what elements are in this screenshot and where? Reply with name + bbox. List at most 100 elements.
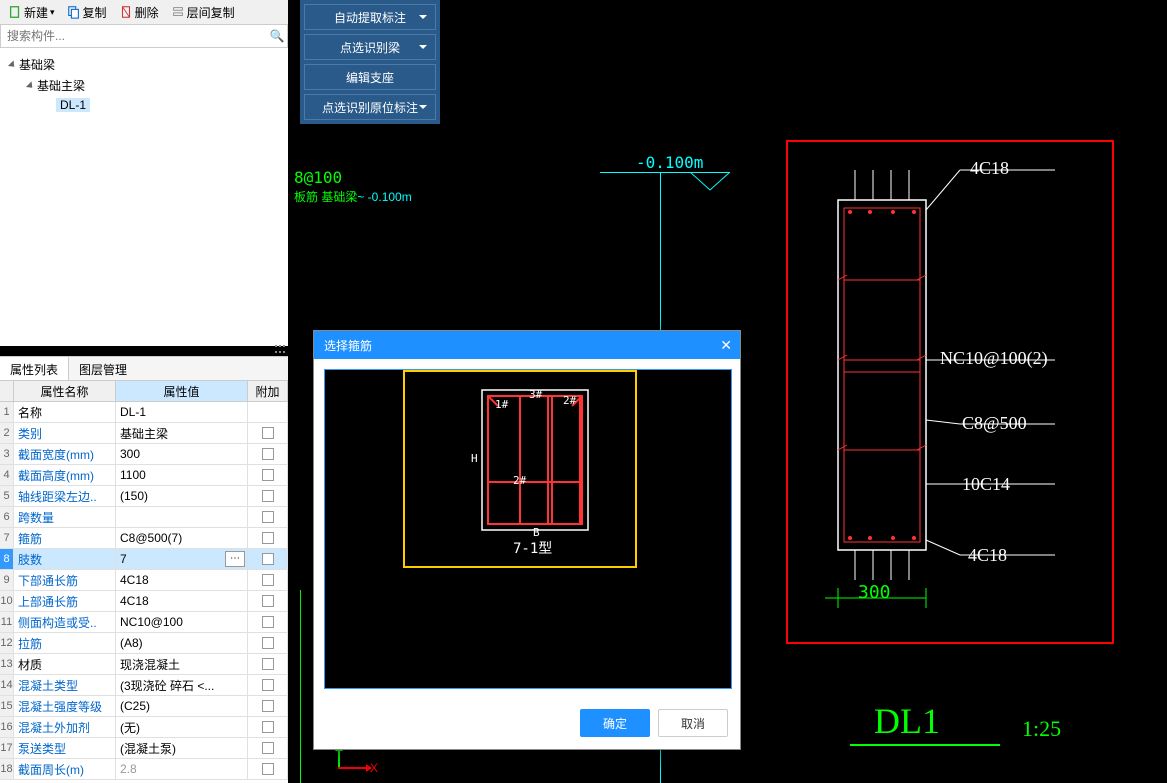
property-value[interactable]: 7⋯ — [116, 549, 248, 569]
property-row[interactable]: 2类别基础主梁 — [0, 423, 288, 444]
checkbox-icon[interactable] — [262, 532, 274, 544]
search-icon[interactable]: 🔍 — [267, 29, 287, 43]
property-add[interactable] — [248, 759, 288, 779]
property-row[interactable]: 10上部通长筋4C18 — [0, 591, 288, 612]
property-row[interactable]: 3截面宽度(mm)300 — [0, 444, 288, 465]
checkbox-icon[interactable] — [262, 700, 274, 712]
dropdown-edit-support[interactable]: 编辑支座 — [304, 64, 436, 90]
property-value[interactable]: 基础主梁 — [116, 423, 248, 443]
property-row[interactable]: 4截面高度(mm)1100 — [0, 465, 288, 486]
ok-button[interactable]: 确定 — [580, 709, 650, 737]
checkbox-icon[interactable] — [262, 595, 274, 607]
property-value[interactable]: (3现浇砼 碎石 <... — [116, 675, 248, 695]
property-add[interactable] — [248, 486, 288, 506]
property-add[interactable] — [248, 402, 288, 422]
property-add[interactable] — [248, 654, 288, 674]
property-row[interactable]: 16混凝土外加剂(无) — [0, 717, 288, 738]
row-number: 6 — [0, 507, 14, 527]
tab-layers[interactable]: 图层管理 — [69, 357, 137, 380]
property-add[interactable] — [248, 528, 288, 548]
property-add[interactable] — [248, 423, 288, 443]
checkbox-icon[interactable] — [262, 574, 274, 586]
dialog-title-bar[interactable]: 选择箍筋 ✕ — [314, 331, 740, 359]
checkbox-icon[interactable] — [262, 721, 274, 733]
property-row[interactable]: 12拉筋(A8) — [0, 633, 288, 654]
search-input[interactable] — [1, 29, 267, 43]
dialog-preview: 1# 3# 2# 2# H B 7-1型 — [324, 369, 732, 689]
row-number: 2 — [0, 423, 14, 443]
property-row[interactable]: 13材质现浇混凝土 — [0, 654, 288, 675]
property-value[interactable]: 2.8 — [116, 759, 248, 779]
property-row[interactable]: 18截面周长(m)2.8 — [0, 759, 288, 780]
property-value[interactable]: (A8) — [116, 633, 248, 653]
property-row[interactable]: 6跨数量 — [0, 507, 288, 528]
property-add[interactable] — [248, 465, 288, 485]
ellipsis-button[interactable]: ⋯ — [225, 551, 245, 567]
property-add[interactable] — [248, 717, 288, 737]
copy-label: 复制 — [83, 4, 107, 21]
property-add[interactable] — [248, 633, 288, 653]
property-row[interactable]: 9下部通长筋4C18 — [0, 570, 288, 591]
row-number: 14 — [0, 675, 14, 695]
checkbox-icon[interactable] — [262, 742, 274, 754]
property-add[interactable] — [248, 507, 288, 527]
tree-node-root[interactable]: 基础梁 — [0, 54, 288, 75]
property-add[interactable] — [248, 549, 288, 569]
checkbox-icon[interactable] — [262, 763, 274, 775]
new-button[interactable]: 新建▾ — [4, 2, 59, 23]
tab-properties[interactable]: 属性列表 — [0, 357, 69, 380]
property-value[interactable]: 4C18 — [116, 591, 248, 611]
tree-node-category[interactable]: 基础主梁 — [0, 75, 288, 96]
cancel-button[interactable]: 取消 — [658, 709, 728, 737]
dropdown-auto-extract[interactable]: 自动提取标注 — [304, 4, 436, 30]
checkbox-icon[interactable] — [262, 553, 274, 565]
checkbox-icon[interactable] — [262, 427, 274, 439]
checkbox-icon[interactable] — [262, 469, 274, 481]
property-add[interactable] — [248, 696, 288, 716]
property-value[interactable]: C8@500(7) — [116, 528, 248, 548]
drag-handle[interactable] — [274, 344, 286, 356]
property-row[interactable]: 8肢数7⋯ — [0, 549, 288, 570]
property-add[interactable] — [248, 612, 288, 632]
property-add[interactable] — [248, 444, 288, 464]
dropdown-click-annotation[interactable]: 点选识别原位标注 — [304, 94, 436, 120]
tree-node-item[interactable]: DL-1 — [0, 96, 288, 114]
property-value[interactable]: 现浇混凝土 — [116, 654, 248, 674]
property-row[interactable]: 11侧面构造或受..NC10@100 — [0, 612, 288, 633]
property-row[interactable]: 7箍筋C8@500(7) — [0, 528, 288, 549]
property-value[interactable]: (150) — [116, 486, 248, 506]
row-number: 3 — [0, 444, 14, 464]
property-value[interactable]: 4C18 — [116, 570, 248, 590]
property-value[interactable]: 1100 — [116, 465, 248, 485]
property-row[interactable]: 17泵送类型(混凝土泵) — [0, 738, 288, 759]
property-name: 拉筋 — [14, 633, 116, 653]
header-value[interactable]: 属性值 — [116, 381, 248, 401]
property-add[interactable] — [248, 591, 288, 611]
property-row[interactable]: 1名称DL-1 — [0, 402, 288, 423]
property-add[interactable] — [248, 570, 288, 590]
property-value[interactable] — [116, 507, 248, 527]
layer-copy-button[interactable]: 层间复制 — [167, 2, 239, 23]
checkbox-icon[interactable] — [262, 448, 274, 460]
close-icon[interactable]: ✕ — [720, 337, 732, 354]
checkbox-icon[interactable] — [262, 511, 274, 523]
property-value[interactable]: (混凝土泵) — [116, 738, 248, 758]
property-add[interactable] — [248, 738, 288, 758]
property-add[interactable] — [248, 675, 288, 695]
delete-button[interactable]: 删除 — [115, 2, 163, 23]
property-row[interactable]: 5轴线距梁左边..(150) — [0, 486, 288, 507]
property-value[interactable]: DL-1 — [116, 402, 248, 422]
checkbox-icon[interactable] — [262, 490, 274, 502]
checkbox-icon[interactable] — [262, 616, 274, 628]
copy-button[interactable]: 复制 — [63, 2, 111, 23]
checkbox-icon[interactable] — [262, 658, 274, 670]
property-row[interactable]: 15混凝土强度等级(C25) — [0, 696, 288, 717]
dropdown-click-beam[interactable]: 点选识别梁 — [304, 34, 436, 60]
checkbox-icon[interactable] — [262, 637, 274, 649]
property-value[interactable]: (无) — [116, 717, 248, 737]
property-value[interactable]: NC10@100 — [116, 612, 248, 632]
checkbox-icon[interactable] — [262, 679, 274, 691]
property-value[interactable]: 300 — [116, 444, 248, 464]
property-value[interactable]: (C25) — [116, 696, 248, 716]
property-row[interactable]: 14混凝土类型(3现浇砼 碎石 <... — [0, 675, 288, 696]
